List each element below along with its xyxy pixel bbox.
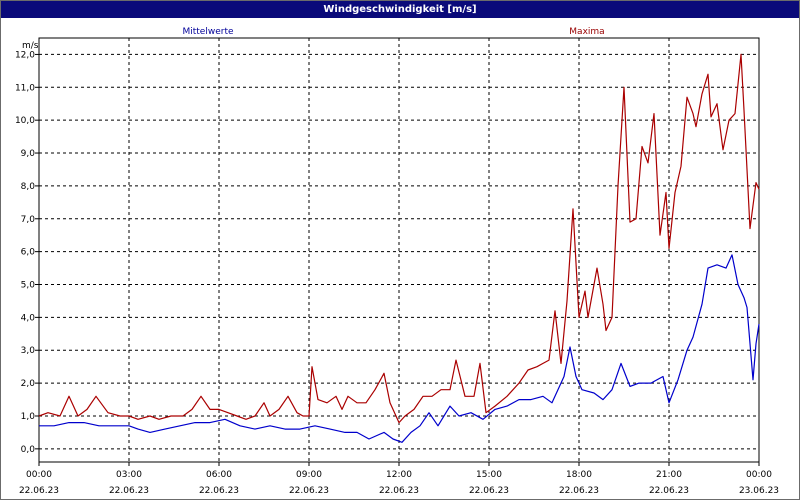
x-tick-time: 18:00: [566, 470, 592, 480]
x-tick-date: 23.06.23: [739, 486, 779, 496]
chart-title: Windgeschwindigkeit [m/s]: [1, 1, 799, 18]
y-tick-label: 8,0: [21, 182, 36, 192]
x-tick-time: 00:00: [26, 470, 52, 480]
x-tick-time: 00:00: [746, 470, 772, 480]
y-tick-label: 0,0: [21, 445, 36, 455]
y-tick-label: 7,0: [21, 215, 36, 225]
x-tick-date: 22.06.23: [469, 486, 509, 496]
y-axis-unit: m/s: [22, 41, 39, 51]
x-tick-time: 21:00: [656, 470, 682, 480]
y-tick-label: 4,0: [21, 313, 36, 323]
x-tick-date: 22.06.23: [19, 486, 59, 496]
x-tick-date: 22.06.23: [649, 486, 689, 496]
y-tick-label: 11,0: [15, 83, 35, 93]
y-tick-label: 3,0: [21, 346, 36, 356]
x-tick-date: 22.06.23: [559, 486, 599, 496]
x-tick-time: 12:00: [386, 470, 412, 480]
y-axis-ticks: 0,0 1,0 2,0 3,0 4,0 5,0 6,0 7,0 8,0 9,0 10,0 11,0 12…: [15, 50, 39, 455]
legend-maxima: Maxima: [569, 27, 604, 37]
x-tick-date: 22.06.23: [199, 486, 239, 496]
x-tick-date: 22.06.23: [379, 486, 419, 496]
x-tick-date: 22.06.23: [109, 486, 149, 496]
series-line-maxima: [38, 53, 760, 424]
x-tick-time: 03:00: [116, 470, 142, 480]
y-tick-label: 1,0: [21, 412, 36, 422]
y-tick-label: 6,0: [21, 248, 36, 258]
y-tick-label: 5,0: [21, 281, 36, 291]
y-tick-label: 12,0: [15, 50, 35, 60]
y-tick-label: 2,0: [21, 379, 36, 389]
x-tick-time: 09:00: [296, 470, 322, 480]
legend-mittelwerte: Mittelwerte: [182, 27, 233, 37]
series-lines: [38, 53, 760, 443]
grid-lines: [39, 38, 759, 462]
x-tick-time: 15:00: [476, 470, 502, 480]
y-tick-label: 10,0: [15, 116, 35, 126]
x-tick-date: 22.06.23: [289, 486, 329, 496]
x-axis-ticks: 00:00 22.06.23 03:00 22.06.23 06:00 22.06.23 0…: [19, 462, 779, 496]
series-line-mittelwerte: [39, 254, 760, 443]
y-tick-label: 9,0: [21, 149, 36, 159]
x-tick-time: 06:00: [206, 470, 232, 480]
